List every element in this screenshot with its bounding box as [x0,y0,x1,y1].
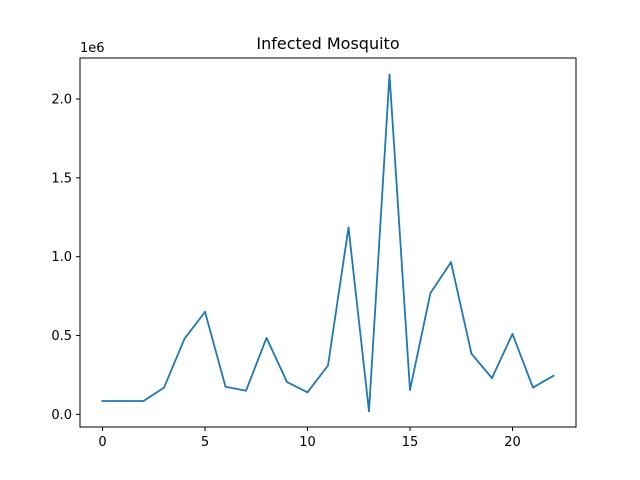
data-point [327,364,329,367]
data-point [511,333,514,335]
data-point [470,352,473,355]
axis-ticks: 0 5 10 15 20 0.0 0.5 1.0 1.5 2.0 [51,93,520,451]
x-tick-label: 20 [504,435,521,450]
data-point [532,386,534,389]
data-point [163,386,165,389]
data-point [183,337,186,340]
y-tick-label: 2.0 [51,93,72,108]
data-point [491,377,493,380]
data-point [204,310,206,313]
data-point [265,337,268,339]
data-point [245,389,247,392]
x-tick-label: 0 [98,435,106,450]
data-point [429,292,432,294]
data-point [368,410,370,413]
y-tick-label: 1.0 [51,250,72,265]
x-tick-label: 10 [299,435,316,450]
data-point [552,374,555,377]
data-point [306,391,309,394]
data-point [224,385,227,388]
axes-frame [79,57,577,428]
x-tick-label: 15 [402,435,419,450]
chart-title: Infected Mosquito [256,34,399,53]
data-point [450,261,452,264]
data-point [388,73,391,76]
y-axis-offset-label: 1e6 [80,41,105,56]
x-tick-label: 5 [201,435,209,450]
data-point [142,400,145,402]
data-point [101,400,104,402]
data-point [347,226,350,229]
series-layer [101,73,555,413]
y-tick-label: 0.0 [51,408,72,423]
y-tick-label: 1.5 [51,171,72,186]
data-point [286,381,288,383]
data-point [122,400,124,402]
y-tick-label: 0.5 [51,329,72,344]
data-point [409,389,411,391]
